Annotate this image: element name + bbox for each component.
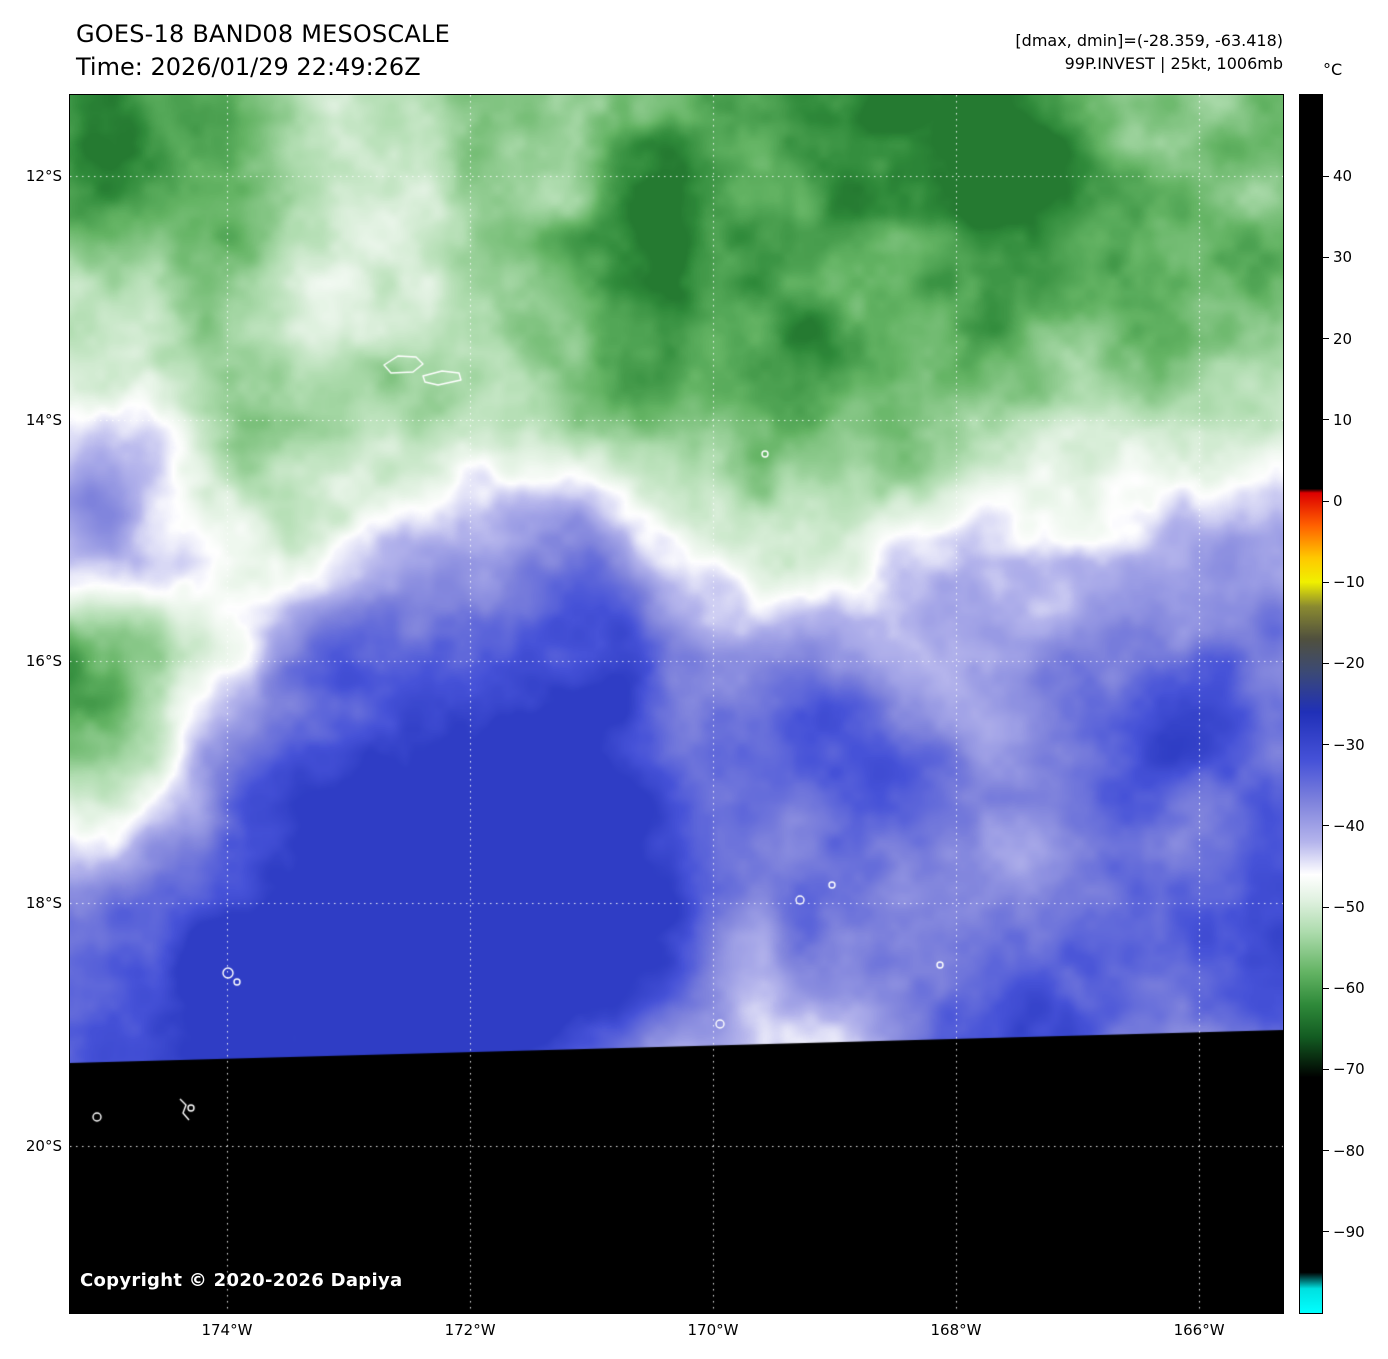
colorbar-tick-mark (1323, 1231, 1329, 1233)
colorbar-tick-label: −40 (1333, 816, 1365, 835)
colorbar-tick-label: 0 (1333, 492, 1343, 510)
data-range-annotation: [dmax, dmin]=(-28.359, -63.418) (1015, 31, 1283, 50)
colorbar-tick-mark (1323, 744, 1329, 746)
satellite-image-canvas (70, 95, 1283, 1313)
colorbar-tick-label: 20 (1333, 329, 1353, 348)
colorbar-tick-label: 30 (1333, 248, 1353, 267)
colorbar-tick-label: 10 (1333, 410, 1353, 429)
colorbar-tick-mark (1323, 987, 1329, 989)
map-area: Copyright © 2020-2026 Dapiya (69, 94, 1284, 1314)
lat-tick-label: 14°S (25, 410, 62, 429)
lon-tick-label: 170°W (687, 1321, 739, 1339)
colorbar-tick-label: −70 (1333, 1060, 1365, 1079)
colorbar-tick-mark (1323, 419, 1329, 421)
colorbar-tick-label: −90 (1333, 1222, 1365, 1241)
colorbar-gradient (1299, 94, 1323, 1314)
colorbar-tick-label: 40 (1333, 167, 1353, 186)
colorbar-tick-mark (1323, 256, 1329, 258)
lon-tick-label: 174°W (201, 1321, 253, 1339)
colorbar-tick-mark (1323, 581, 1329, 583)
colorbar-tick-label: −20 (1333, 654, 1365, 673)
colorbar-tick-mark (1323, 175, 1329, 177)
colorbar-tick-mark (1323, 500, 1329, 502)
colorbar-tick-label: −10 (1333, 573, 1365, 592)
copyright-label: Copyright © 2020-2026 Dapiya (80, 1270, 403, 1291)
colorbar-unit-label: °C (1323, 60, 1343, 79)
colorbar-tick-label: −30 (1333, 735, 1365, 754)
lat-tick-label: 12°S (25, 166, 62, 185)
product-title: GOES-18 BAND08 MESOSCALE (76, 20, 450, 48)
lat-tick-label: 20°S (25, 1137, 62, 1155)
lat-tick-label: 16°S (25, 652, 62, 670)
lon-tick-label: 172°W (444, 1321, 496, 1339)
lon-tick-label: 166°W (1173, 1321, 1225, 1339)
colorbar-tick-mark (1323, 1150, 1329, 1152)
lon-tick-label: 168°W (930, 1321, 982, 1339)
storm-info-annotation: 99P.INVEST | 25kt, 1006mb (1064, 54, 1283, 73)
colorbar-tick-mark (1323, 906, 1329, 908)
colorbar-tick-label: −50 (1333, 898, 1365, 916)
colorbar-tick-label: −60 (1333, 979, 1365, 998)
lat-tick-label: 18°S (25, 894, 62, 913)
colorbar-tick-mark (1323, 338, 1329, 340)
colorbar-tick-mark (1323, 1068, 1329, 1070)
colorbar-tick-mark (1323, 662, 1329, 664)
colorbar-tick-label: −80 (1333, 1141, 1365, 1160)
product-timestamp: Time: 2026/01/29 22:49:26Z (76, 53, 421, 81)
colorbar-tick-mark (1323, 825, 1329, 827)
